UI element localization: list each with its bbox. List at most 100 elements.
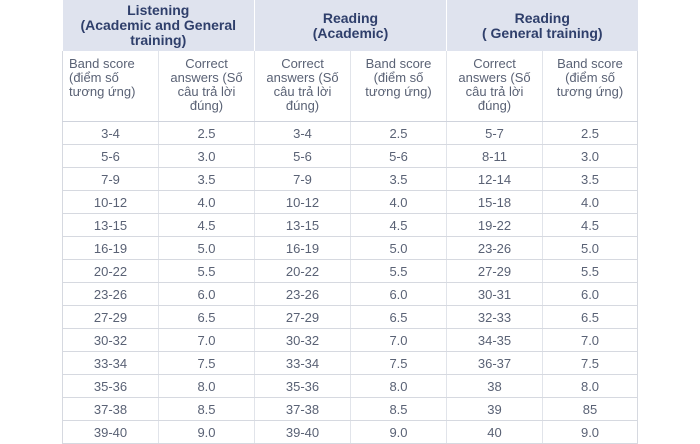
table-row: 5-6 3.0 5-6 5-6 8-11 3.0 [62, 144, 639, 168]
table-cell: 30-32 [254, 328, 351, 352]
table-cell: 32-33 [446, 305, 543, 329]
listening-header: Listening (Academic and General training… [62, 0, 255, 51]
table-cell: 7-9 [62, 167, 159, 191]
table-cell: 35-36 [254, 374, 351, 398]
table-cell: 38 [446, 374, 543, 398]
table-cell: 27-29 [62, 305, 159, 329]
table-cell: 34-35 [446, 328, 543, 352]
table-cell: 6.0 [350, 282, 447, 306]
table-cell: 6.0 [541, 282, 639, 306]
table-cell: 40 [446, 420, 543, 444]
table-cell: 8.0 [158, 374, 255, 398]
table-cell: 27-29 [254, 305, 351, 329]
table-cell: 23-26 [446, 236, 543, 260]
table-cell: 36-37 [446, 351, 543, 375]
table-cell: 5-6 [254, 144, 351, 168]
table-cell: 8.0 [541, 374, 639, 398]
table-cell: 35-36 [62, 374, 159, 398]
table-cell: 19-22 [446, 213, 543, 237]
column-header-row: Band score (điểm số tương ứng) Correct a… [62, 51, 639, 122]
column-header: Band score (điểm số tương ứng) [62, 51, 159, 122]
table-row: 30-32 7.0 30-32 7.0 34-35 7.0 [62, 328, 639, 352]
reading-academic-header-title: Reading (Academic) [312, 9, 389, 41]
table-row: 37-38 8.5 37-38 8.5 39 85 [62, 397, 639, 421]
table-cell: 4.0 [158, 190, 255, 214]
table-row: 13-15 4.5 13-15 4.5 19-22 4.5 [62, 213, 639, 237]
table-cell: 5.0 [350, 236, 447, 260]
table-cell: 5-6 [350, 144, 447, 168]
reading-general-header: Reading ( General training) [445, 0, 638, 51]
column-header: Band score (điểm số tương ứng) [350, 51, 447, 122]
table-cell: 20-22 [254, 259, 351, 283]
table-cell: 4.0 [350, 190, 447, 214]
table-row: 3-4 2.5 3-4 2.5 5-7 2.5 [62, 121, 639, 145]
table-cell: 27-29 [446, 259, 543, 283]
table-cell: 12-14 [446, 167, 543, 191]
table-cell: 9.0 [350, 420, 447, 444]
table-cell: 30-31 [446, 282, 543, 306]
table-cell: 33-34 [254, 351, 351, 375]
table-cell: 5.5 [350, 259, 447, 283]
table-cell: 3-4 [62, 121, 159, 145]
column-header: Correct answers (Số câu trả lời đúng) [158, 51, 255, 122]
table-cell: 6.5 [158, 305, 255, 329]
table-cell: 5.5 [158, 259, 255, 283]
table-cell: 7-9 [254, 167, 351, 191]
table-cell: 2.5 [541, 121, 639, 145]
table-cell: 85 [541, 397, 639, 421]
table-row: 23-26 6.0 23-26 6.0 30-31 6.0 [62, 282, 639, 306]
table-cell: 3.0 [158, 144, 255, 168]
table-row: 33-34 7.5 33-34 7.5 36-37 7.5 [62, 351, 639, 375]
table-cell: 3.5 [158, 167, 255, 191]
table-cell: 10-12 [62, 190, 159, 214]
table-cell: 8.5 [350, 397, 447, 421]
table-cell: 7.5 [350, 351, 447, 375]
table-cell: 7.5 [158, 351, 255, 375]
table-cell: 37-38 [62, 397, 159, 421]
table-cell: 20-22 [62, 259, 159, 283]
table-row: 39-40 9.0 39-40 9.0 40 9.0 [62, 420, 639, 444]
table-cell: 9.0 [158, 420, 255, 444]
table-cell: 16-19 [254, 236, 351, 260]
column-header: Correct answers (Số câu trả lời đúng) [446, 51, 543, 122]
table-cell: 10-12 [254, 190, 351, 214]
table-cell: 39-40 [254, 420, 351, 444]
table-cell: 4.5 [350, 213, 447, 237]
table-cell: 13-15 [62, 213, 159, 237]
reading-general-header-title: Reading ( General training) [481, 9, 603, 41]
table-row: 16-19 5.0 16-19 5.0 23-26 5.0 [62, 236, 639, 260]
table-cell: 8-11 [446, 144, 543, 168]
table-cell: 2.5 [350, 121, 447, 145]
section-header-row: Listening (Academic and General training… [62, 0, 638, 51]
listening-header-title: Listening (Academic and General training… [80, 2, 237, 48]
table-cell: 8.5 [158, 397, 255, 421]
reading-academic-header: Reading (Academic) [254, 0, 447, 51]
table-cell: 37-38 [254, 397, 351, 421]
column-header: Correct answers (Số câu trả lời đúng) [254, 51, 351, 122]
table-cell: 9.0 [541, 420, 639, 444]
table-cell: 13-15 [254, 213, 351, 237]
table-row: 27-29 6.5 27-29 6.5 32-33 6.5 [62, 305, 639, 329]
table-cell: 6.5 [350, 305, 447, 329]
table-cell: 30-32 [62, 328, 159, 352]
table-cell: 3-4 [254, 121, 351, 145]
score-rows: 3-4 2.5 3-4 2.5 5-7 2.5 5-6 3.0 5-6 5-6 8-11 3.0 7-9… [62, 121, 639, 444]
table-cell: 7.0 [350, 328, 447, 352]
table-cell: 15-18 [446, 190, 543, 214]
table-cell: 4.5 [541, 213, 639, 237]
table-cell: 3.0 [541, 144, 639, 168]
table-cell: 3.5 [350, 167, 447, 191]
table-cell: 7.5 [541, 351, 639, 375]
table-cell: 5-6 [62, 144, 159, 168]
table-cell: 3.5 [541, 167, 639, 191]
table-cell: 8.0 [350, 374, 447, 398]
table-cell: 16-19 [62, 236, 159, 260]
table-row: 10-12 4.0 10-12 4.0 15-18 4.0 [62, 190, 639, 214]
table-row: 20-22 5.5 20-22 5.5 27-29 5.5 [62, 259, 639, 283]
table-cell: 39 [446, 397, 543, 421]
score-conversion-table: Listening (Academic and General training… [62, 0, 639, 444]
table-cell: 5.0 [158, 236, 255, 260]
table-cell: 39-40 [62, 420, 159, 444]
table-cell: 6.5 [541, 305, 639, 329]
table-cell: 5.5 [541, 259, 639, 283]
